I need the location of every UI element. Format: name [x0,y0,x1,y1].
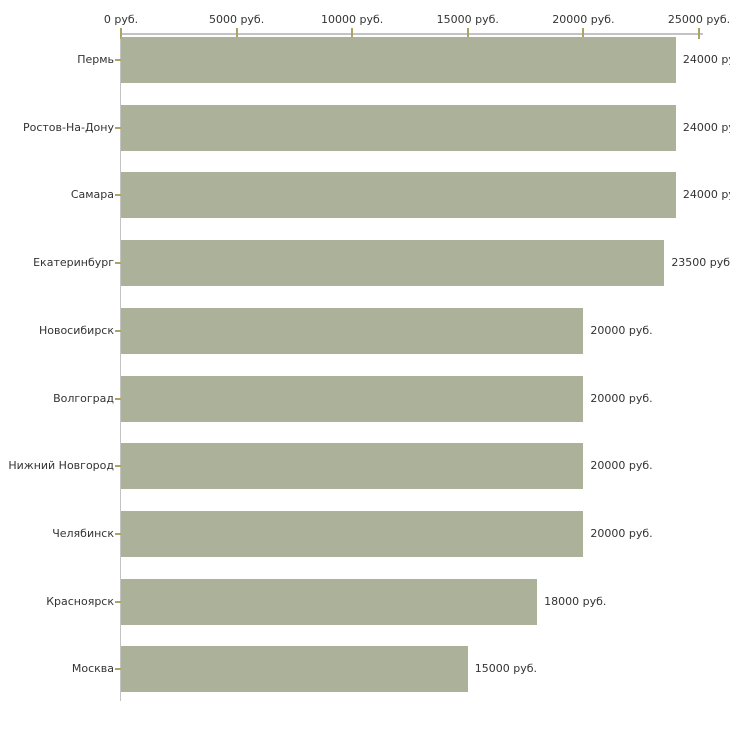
bar [121,104,676,151]
category-tick [115,465,121,468]
x-tick [120,28,122,39]
value-label: 18000 руб. [544,594,607,608]
bar [121,510,584,557]
category-label: Красноярск [46,594,114,608]
category-tick [115,194,121,197]
value-label: 20000 руб. [590,323,653,337]
x-tick-label: 20000 руб. [552,13,615,26]
bar [121,443,584,490]
category-label: Челябинск [52,526,114,540]
x-tick [582,28,585,39]
x-tick [466,28,469,39]
value-label: 20000 руб. [590,526,653,540]
category-tick [115,668,121,671]
y-axis-line [120,33,121,701]
bar [121,37,676,83]
category-label: Волгоград [53,391,114,405]
category-label: Москва [71,662,114,676]
value-label: 24000 руб. [682,53,730,66]
bar [121,172,676,219]
category-tick [115,600,121,603]
category-label: Екатеринбург [33,256,114,270]
x-tick [698,28,700,39]
value-label: 24000 руб. [682,120,730,134]
value-label: 23500 руб. [671,256,730,270]
category-tick [115,397,121,400]
x-tick [235,28,238,39]
x-tick [351,28,354,39]
category-tick [115,262,121,265]
bar [121,307,584,354]
bar [121,578,538,625]
category-label: Новосибирск [38,323,114,337]
category-label: Пермь [77,53,114,66]
x-axis-line [121,33,703,35]
bar [121,646,468,693]
category-tick [115,329,121,332]
category-tick [115,59,121,61]
x-tick-label: 10000 руб. [321,13,384,26]
value-label: 15000 руб. [474,662,538,676]
value-label: 20000 руб. [590,459,653,473]
category-label: Самара [70,188,114,202]
category-label: Нижний Новгород [8,459,114,473]
value-label: 24000 руб. [682,188,730,202]
x-tick-label: 15000 руб. [436,13,499,26]
value-label: 20000 руб. [590,391,653,405]
category-tick [115,532,121,535]
category-tick [115,126,121,129]
category-label: Ростов-На-Дону [22,120,114,134]
x-tick-label: 25000 руб. [667,13,730,26]
x-tick-label: 5000 руб. [208,13,265,26]
bar [121,375,584,422]
x-tick-label: 0 руб. [103,13,139,26]
bar [121,240,665,287]
